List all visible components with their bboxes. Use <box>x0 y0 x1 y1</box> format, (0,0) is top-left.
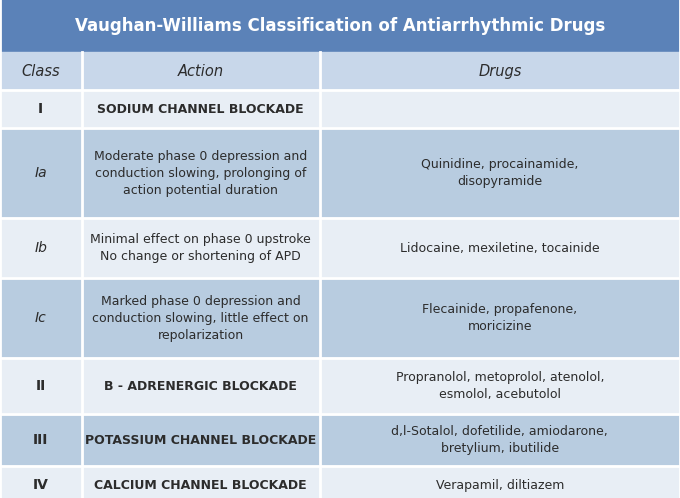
Text: B - ADRENERGIC BLOCKADE: B - ADRENERGIC BLOCKADE <box>104 379 297 392</box>
Text: Flecainide, propafenone,
moricizine: Flecainide, propafenone, moricizine <box>422 303 577 333</box>
Text: Drugs: Drugs <box>478 64 522 79</box>
Text: Ib: Ib <box>35 241 47 255</box>
Text: Minimal effect on phase 0 upstroke
No change or shortening of APD: Minimal effect on phase 0 upstroke No ch… <box>90 233 311 263</box>
Text: Action: Action <box>177 64 224 79</box>
Text: d,l-Sotalol, dofetilide, amiodarone,
bretylium, ibutilide: d,l-Sotalol, dofetilide, amiodarone, bre… <box>392 425 608 455</box>
Text: Ic: Ic <box>35 311 47 325</box>
Bar <box>0 0 680 52</box>
Text: IV: IV <box>33 478 49 492</box>
Bar <box>0 466 680 498</box>
Text: Marked phase 0 depression and
conduction slowing, little effect on
repolarizatio: Marked phase 0 depression and conduction… <box>92 294 309 342</box>
Bar <box>0 128 680 218</box>
Bar <box>0 218 680 278</box>
Text: Ia: Ia <box>35 166 47 180</box>
Text: III: III <box>33 433 48 447</box>
Text: Class: Class <box>22 64 60 79</box>
Text: Vaughan-Williams Classification of Antiarrhythmic Drugs: Vaughan-Williams Classification of Antia… <box>75 17 605 35</box>
Text: II: II <box>35 379 46 393</box>
Text: Quinidine, procainamide,
disopyramide: Quinidine, procainamide, disopyramide <box>421 158 579 188</box>
Text: CALCIUM CHANNEL BLOCKADE: CALCIUM CHANNEL BLOCKADE <box>95 479 307 492</box>
Bar <box>0 358 680 414</box>
Bar <box>0 278 680 358</box>
Text: Moderate phase 0 depression and
conduction slowing, prolonging of
action potenti: Moderate phase 0 depression and conducti… <box>94 149 307 197</box>
Text: I: I <box>38 102 44 116</box>
Text: SODIUM CHANNEL BLOCKADE: SODIUM CHANNEL BLOCKADE <box>97 103 304 116</box>
Bar <box>0 52 680 90</box>
Text: POTASSIUM CHANNEL BLOCKADE: POTASSIUM CHANNEL BLOCKADE <box>85 433 316 447</box>
Text: Lidocaine, mexiletine, tocainide: Lidocaine, mexiletine, tocainide <box>400 242 600 254</box>
Text: Propranolol, metoprolol, atenolol,
esmolol, acebutolol: Propranolol, metoprolol, atenolol, esmol… <box>396 371 604 401</box>
Bar <box>0 414 680 466</box>
Bar <box>0 90 680 128</box>
Text: Verapamil, diltiazem: Verapamil, diltiazem <box>436 479 564 492</box>
